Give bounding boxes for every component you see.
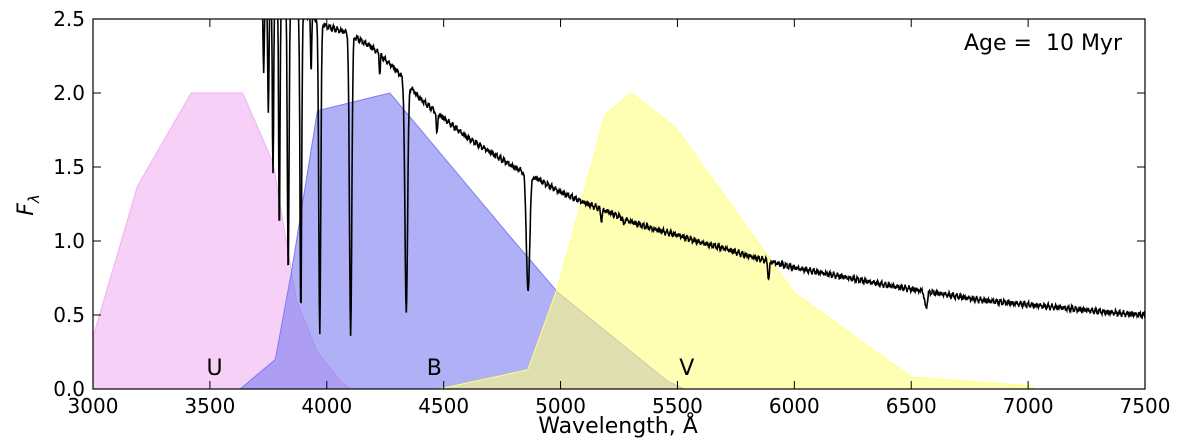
x-tick-label: 3000: [68, 394, 119, 418]
y-axis-title-main: F: [14, 203, 39, 216]
plot-frame: [92, 18, 1146, 390]
y-tick-label: 0.0: [53, 377, 85, 401]
y-tick-label: 1.0: [53, 229, 85, 253]
x-tick-label: 6500: [886, 394, 937, 418]
axis-ticks: 3000 3500 4000 4500 5000 5500 6000 6500 7000 7500…: [53, 7, 1170, 418]
y-axis-title-subscript: λ: [25, 194, 43, 204]
band-label-U: U: [207, 356, 223, 381]
x-tick-label: 4500: [418, 394, 469, 418]
y-tick-label: 2.0: [53, 81, 85, 105]
y-axis-title: Fλ: [14, 194, 43, 216]
x-tick-label: 5500: [652, 394, 703, 418]
x-axis-title: Wavelength, Å: [538, 412, 698, 439]
age-annotation: Age = 10 Myr: [964, 31, 1123, 56]
filter-bands: [93, 92, 1034, 389]
y-tick-label: 2.5: [53, 7, 85, 31]
band-label-V: V: [679, 356, 694, 381]
x-tick-label: 5000: [535, 394, 586, 418]
x-tick-label: 3500: [184, 394, 235, 418]
y-tick-label: 0.5: [53, 303, 85, 327]
x-tick-label: 4000: [301, 394, 352, 418]
band-label-B: B: [427, 356, 442, 381]
spectrum-line: [261, 19, 1145, 336]
x-tick-label: 6000: [769, 394, 820, 418]
x-tick-label: 7500: [1120, 394, 1171, 418]
filter-band-V: [438, 92, 1034, 389]
x-tick-label: 7000: [1003, 394, 1054, 418]
y-tick-label: 1.5: [53, 155, 85, 179]
